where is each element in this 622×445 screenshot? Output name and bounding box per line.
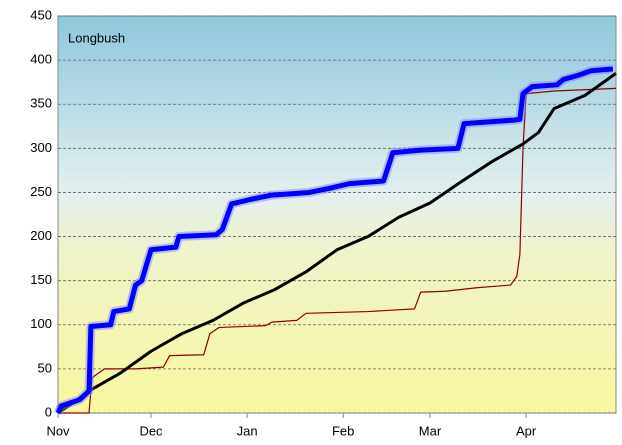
y-tick-label: 50 [38,360,52,375]
y-tick-label: 150 [30,272,52,287]
x-tick-label: Dec [139,423,163,438]
series-line [57,72,617,415]
x-tick-label: Apr [516,423,537,438]
y-tick-label: 400 [30,52,52,67]
x-tick-label: Feb [332,423,354,438]
plot-area [57,15,617,414]
chart-title: Longbush [68,30,125,45]
y-tick-label: 300 [30,140,52,155]
x-tick-label: Jan [237,423,258,438]
x-tick-label: Mar [419,423,442,438]
y-tick-label: 450 [30,7,52,22]
y-tick-label: 350 [30,96,52,111]
x-tick-label: Nov [46,423,70,438]
y-tick-label: 200 [30,228,52,243]
series-line [55,66,614,415]
y-tick-label: 250 [30,184,52,199]
y-tick-label: 0 [45,404,52,419]
y-tick-label: 100 [30,316,52,331]
series-line [58,87,617,414]
